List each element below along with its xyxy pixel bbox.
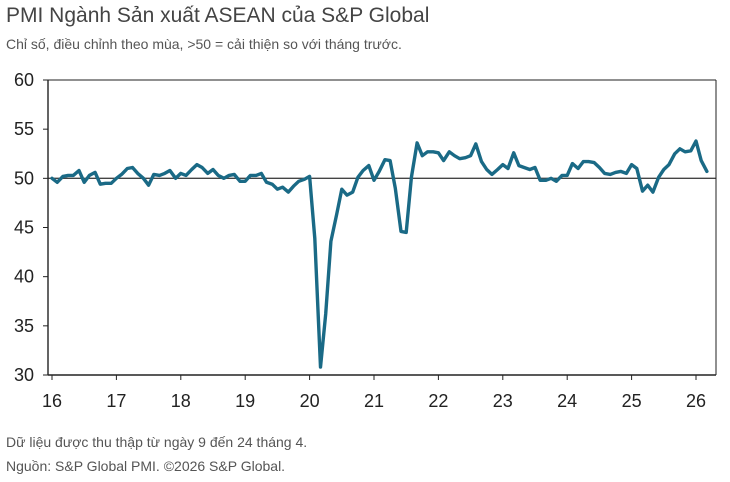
source-note: Nguồn: S&P Global PMI. ©2026 S&P Global. xyxy=(6,458,286,474)
y-tick-label: 50 xyxy=(14,168,34,188)
x-tick-label: 25 xyxy=(622,391,642,411)
x-tick-label: 17 xyxy=(106,391,126,411)
x-tick-label: 24 xyxy=(557,391,577,411)
y-tick-label: 30 xyxy=(14,365,34,385)
x-tick-label: 22 xyxy=(428,391,448,411)
x-tick-label: 26 xyxy=(686,391,706,411)
y-tick-label: 45 xyxy=(14,218,34,238)
y-tick-label: 55 xyxy=(14,119,34,139)
y-tick-label: 40 xyxy=(14,267,34,287)
chart-subtitle: Chỉ số, điều chỉnh theo mùa, >50 = cải t… xyxy=(6,36,402,52)
x-axis-ticks: 16 17 18 19 20 21 22 23 24 25 26 xyxy=(42,391,706,411)
x-tick-label: 16 xyxy=(42,391,62,411)
chart-title: PMI Ngành Sản xuất ASEAN của S&P Global xyxy=(6,4,430,27)
y-tick-label: 60 xyxy=(14,70,34,90)
y-axis-ticks: 30 35 40 45 50 55 60 xyxy=(14,70,34,385)
x-tick-label: 23 xyxy=(493,391,513,411)
y-tick-label: 35 xyxy=(14,316,34,336)
x-tick-label: 21 xyxy=(364,391,384,411)
plot-frame xyxy=(43,79,717,380)
data-collection-note: Dữ liệu được thu thập từ ngày 9 đến 24 t… xyxy=(6,434,308,450)
x-tick-label: 18 xyxy=(171,391,191,411)
series-line xyxy=(50,139,709,369)
x-tick-label: 19 xyxy=(235,391,255,411)
x-tick-label: 20 xyxy=(300,391,320,411)
